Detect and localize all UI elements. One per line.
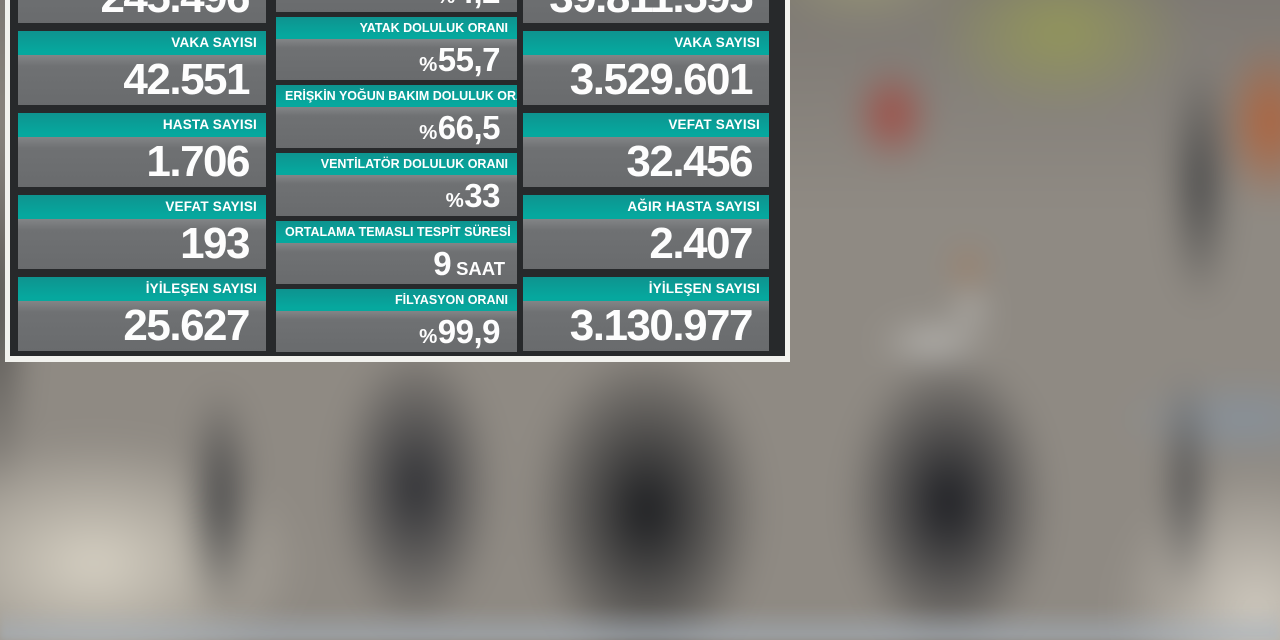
stat-label: YATAK DOLULUK ORANI bbox=[276, 17, 517, 39]
stat-row: AĞIR HASTA SAYISI 2.407 bbox=[523, 195, 769, 269]
stat-value: 25.627 bbox=[18, 301, 266, 351]
stat-value: 3.529.601 bbox=[523, 55, 769, 105]
column-cumulative-stats: 39.811.595 VAKA SAYISI 3.529.601 VEFAT S… bbox=[523, 0, 769, 352]
stat-value-number: 245.496 bbox=[100, 0, 250, 22]
stat-row: VENTİLATÖR DOLULUK ORANI %33 bbox=[276, 153, 517, 216]
stat-row: ERİŞKİN YOĞUN BAKIM DOLULUK ORANI %66,5 bbox=[276, 85, 517, 148]
stat-value-number: 3.130.977 bbox=[569, 301, 754, 350]
stat-value-prefix: % bbox=[419, 53, 437, 76]
stat-value: 193 bbox=[18, 219, 266, 269]
blurred-curb-strip bbox=[0, 606, 1280, 640]
stat-value-number: 39.811.595 bbox=[549, 0, 753, 22]
stat-label: VEFAT SAYISI bbox=[18, 195, 266, 219]
stat-value: 42.551 bbox=[18, 55, 266, 105]
stat-label: ERİŞKİN YOĞUN BAKIM DOLULUK ORANI bbox=[276, 85, 517, 107]
stat-value-number: 4,2 bbox=[456, 0, 501, 10]
stat-value: %4,2 bbox=[276, 0, 517, 12]
stat-value: 2.407 bbox=[523, 219, 769, 269]
column-daily-stats: 245.496 VAKA SAYISI 42.551 HASTA SAYISI … bbox=[18, 0, 266, 352]
stat-value-number: 9 bbox=[433, 245, 452, 282]
stat-row: VEFAT SAYISI 32.456 bbox=[523, 113, 769, 187]
stat-value-number: 42.551 bbox=[123, 55, 250, 104]
stat-value: 1.706 bbox=[18, 137, 266, 187]
stat-label: VAKA SAYISI bbox=[523, 31, 769, 55]
stat-value-number: 99,9 bbox=[437, 313, 501, 350]
stat-value: %99,9 bbox=[276, 311, 517, 352]
stat-row: %4,2 bbox=[276, 0, 517, 12]
stat-row: VAKA SAYISI 3.529.601 bbox=[523, 31, 769, 105]
stat-value-suffix: SAAT bbox=[456, 258, 505, 279]
stat-value-number: 25.627 bbox=[123, 301, 250, 350]
stat-value: 39.811.595 bbox=[523, 0, 769, 23]
stat-value-prefix: % bbox=[437, 0, 455, 8]
stat-value-prefix: % bbox=[419, 325, 437, 348]
stat-row: VAKA SAYISI 42.551 bbox=[18, 31, 266, 105]
stat-row: İYİLEŞEN SAYISI 25.627 bbox=[18, 277, 266, 351]
stat-value: 245.496 bbox=[18, 0, 266, 23]
stat-row: ORTALAMA TEMASLI TESPİT SÜRESİ 9 SAAT bbox=[276, 221, 517, 284]
stat-value: %33 bbox=[276, 175, 517, 216]
stat-label: HASTA SAYISI bbox=[18, 113, 266, 137]
stat-label: VEFAT SAYISI bbox=[523, 113, 769, 137]
stat-value: %66,5 bbox=[276, 107, 517, 148]
stat-value-number: 66,5 bbox=[437, 109, 501, 146]
stat-value-prefix: % bbox=[445, 189, 464, 212]
stat-label: İYİLEŞEN SAYISI bbox=[523, 277, 769, 301]
covid19-stats-panel: 245.496 VAKA SAYISI 42.551 HASTA SAYISI … bbox=[5, 0, 790, 362]
stat-value-number: 33 bbox=[464, 177, 500, 214]
stat-value: 32.456 bbox=[523, 137, 769, 187]
stat-value: %55,7 bbox=[276, 39, 517, 80]
stat-value-number: 55,7 bbox=[437, 41, 501, 78]
stat-value-number: 1.706 bbox=[146, 137, 250, 186]
stat-row: FİLYASYON ORANI %99,9 bbox=[276, 289, 517, 352]
stat-row: HASTA SAYISI 1.706 bbox=[18, 113, 266, 187]
stat-label: ORTALAMA TEMASLI TESPİT SÜRESİ bbox=[276, 221, 517, 243]
column-occupancy-rates: %4,2 YATAK DOLULUK ORANI %55,7 ERİŞKİN Y… bbox=[276, 0, 517, 352]
stat-label: AĞIR HASTA SAYISI bbox=[523, 195, 769, 219]
stat-label: İYİLEŞEN SAYISI bbox=[18, 277, 266, 301]
stat-value: 3.130.977 bbox=[523, 301, 769, 351]
stat-value-number: 2.407 bbox=[649, 219, 753, 268]
stat-value-number: 3.529.601 bbox=[569, 55, 754, 104]
stat-value: 9 SAAT bbox=[276, 243, 517, 284]
stat-value-number: 32.456 bbox=[626, 137, 753, 186]
stat-row: 245.496 bbox=[18, 0, 266, 23]
stat-row: İYİLEŞEN SAYISI 3.130.977 bbox=[523, 277, 769, 351]
stat-value-prefix: % bbox=[419, 121, 437, 144]
stat-value-number: 193 bbox=[180, 219, 250, 268]
stat-row: VEFAT SAYISI 193 bbox=[18, 195, 266, 269]
stat-label: FİLYASYON ORANI bbox=[276, 289, 517, 311]
stat-row: 39.811.595 bbox=[523, 0, 769, 23]
stat-label: VAKA SAYISI bbox=[18, 31, 266, 55]
stat-row: YATAK DOLULUK ORANI %55,7 bbox=[276, 17, 517, 80]
stat-label: VENTİLATÖR DOLULUK ORANI bbox=[276, 153, 517, 175]
